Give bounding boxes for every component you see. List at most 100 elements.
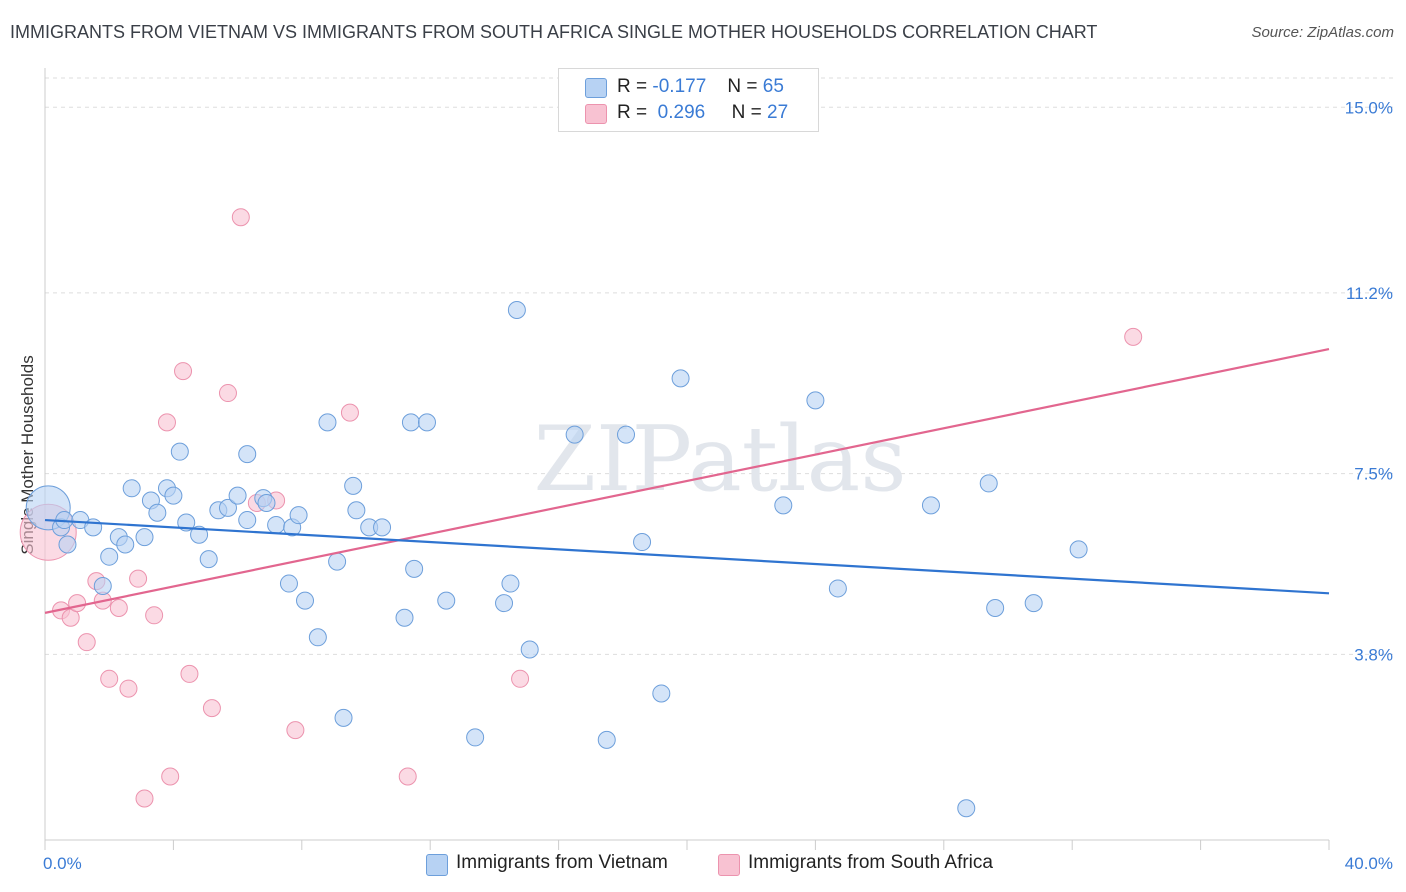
trend-lines	[44, 348, 1330, 614]
data-point-vietnam	[828, 579, 847, 598]
data-point-vietnam	[347, 501, 366, 520]
data-point-vietnam	[289, 506, 308, 525]
data-point-vietnam	[501, 574, 520, 593]
legend-n-label: N =	[727, 76, 758, 97]
source-credit: Source: ZipAtlas.com	[1251, 24, 1394, 41]
data-point-vietnam	[267, 515, 286, 534]
data-point-vietnam	[279, 574, 298, 593]
data-point-vietnam	[986, 598, 1005, 617]
data-point-vietnam	[774, 496, 793, 515]
data-point-vietnam	[597, 730, 616, 749]
data-point-vietnam	[617, 425, 636, 444]
data-point-south-africa	[202, 699, 221, 718]
legend-r-label: R =	[617, 76, 648, 97]
data-point-vietnam	[177, 513, 196, 532]
data-point-vietnam	[296, 591, 315, 610]
data-point-south-africa	[145, 606, 164, 625]
legend-swatch-south-africa	[585, 104, 607, 124]
data-point-vietnam	[116, 535, 135, 554]
legend-swatch-south-africa	[718, 854, 740, 876]
trend-line-vietnam	[44, 518, 1330, 595]
data-point-vietnam	[495, 594, 514, 613]
data-point-vietnam	[308, 628, 327, 647]
x-tick-labels: 0.0% 40.0%	[43, 854, 1393, 873]
data-point-vietnam	[507, 301, 526, 320]
trend-line-south-africa	[44, 348, 1330, 614]
data-point-vietnam	[318, 413, 337, 432]
legend-r-label: R =	[617, 102, 648, 123]
data-point-vietnam	[148, 503, 167, 522]
legend-label-south-africa: Immigrants from South Africa	[748, 852, 993, 873]
x-tick-label-min: 0.0%	[43, 854, 82, 873]
data-point-vietnam	[395, 608, 414, 627]
data-point-vietnam	[100, 547, 119, 566]
x-tick-label-max: 40.0%	[1345, 854, 1393, 873]
y-tick-label: 3.8%	[1354, 645, 1393, 664]
series-legend: Immigrants from Vietnam Immigrants from …	[0, 852, 1406, 878]
y-tick-label: 11.2%	[1346, 284, 1393, 303]
data-point-vietnam	[957, 799, 976, 818]
data-point-vietnam	[122, 479, 141, 498]
data-point-vietnam	[565, 425, 584, 444]
data-point-vietnam	[170, 442, 189, 461]
data-point-vietnam	[806, 391, 825, 410]
data-point-vietnam	[334, 708, 353, 727]
legend-n-value-south-africa: 27	[767, 102, 789, 123]
y-tick-label: 15.0%	[1345, 98, 1393, 117]
data-point-vietnam	[135, 528, 154, 547]
data-point-vietnam	[417, 413, 436, 432]
legend-label-vietnam: Immigrants from Vietnam	[456, 852, 668, 873]
data-point-south-africa	[135, 789, 154, 808]
data-point-south-africa	[340, 403, 359, 422]
data-point-south-africa	[180, 664, 199, 683]
data-point-south-africa	[129, 569, 148, 588]
gridlines	[45, 77, 1395, 655]
data-point-south-africa	[398, 767, 417, 786]
data-point-vietnam	[190, 525, 209, 544]
data-point-vietnam	[238, 511, 257, 530]
data-point-south-africa	[1124, 327, 1143, 346]
data-point-south-africa	[157, 413, 176, 432]
data-point-vietnam	[199, 550, 218, 569]
y-tick-labels: 3.8% 7.5% 11.2% 15.0%	[1345, 98, 1393, 664]
data-point-vietnam	[921, 496, 940, 515]
legend-swatch-vietnam	[426, 854, 448, 876]
data-point-south-africa	[68, 594, 87, 613]
data-point-vietnam	[328, 552, 347, 571]
legend-swatch-vietnam	[585, 78, 607, 98]
axes	[44, 68, 1330, 850]
data-point-vietnam	[164, 486, 183, 505]
data-point-vietnam	[373, 518, 392, 537]
data-point-vietnam	[257, 493, 276, 512]
y-tick-label: 7.5%	[1354, 465, 1393, 484]
data-point-vietnam	[344, 476, 363, 495]
legend-n-value-vietnam: 65	[762, 76, 784, 97]
data-point-south-africa	[100, 669, 119, 688]
data-point-vietnam	[238, 445, 257, 464]
data-point-south-africa	[161, 767, 180, 786]
legend-n-label: N =	[731, 102, 762, 123]
data-point-vietnam	[979, 474, 998, 493]
data-point-vietnam	[671, 369, 690, 388]
data-point-vietnam	[401, 413, 420, 432]
data-point-vietnam	[93, 577, 112, 595]
data-point-south-africa	[286, 721, 305, 740]
data-point-vietnam	[466, 728, 485, 747]
data-point-south-africa	[119, 679, 138, 698]
data-point-south-africa	[77, 633, 96, 652]
data-point-vietnam	[633, 533, 652, 552]
legend-r-value-vietnam: -0.177	[652, 76, 707, 97]
chart-title: IMMIGRANTS FROM VIETNAM VS IMMIGRANTS FR…	[10, 22, 1098, 42]
data-point-south-africa	[511, 669, 530, 688]
data-point-vietnam	[1024, 594, 1043, 613]
data-point-vietnam	[437, 591, 456, 610]
data-point-vietnam	[218, 498, 237, 517]
data-point-vietnam	[58, 535, 77, 554]
data-point-south-africa	[174, 362, 193, 381]
legend-r-value-south-africa: 0.296	[657, 102, 706, 123]
correlation-legend: R = -0.177 N = 65 R = 0.296 N = 27	[558, 68, 819, 132]
data-point-south-africa	[218, 384, 237, 403]
data-point-vietnam	[1069, 540, 1088, 559]
data-point-vietnam	[405, 559, 424, 578]
